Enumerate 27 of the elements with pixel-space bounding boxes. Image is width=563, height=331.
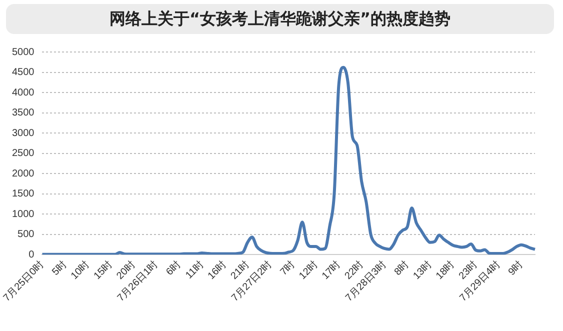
y-tick-label: 4000 [12, 87, 35, 98]
x-tick-label: 18时 [434, 258, 457, 282]
y-tick-label: 1000 [12, 208, 35, 220]
x-tick-label: 9时 [506, 258, 526, 278]
y-tick-label: 2000 [12, 168, 35, 180]
x-tick-label: 5时 [50, 258, 70, 278]
x-tick-label: 13时 [410, 258, 434, 282]
x-tick-label: 10时 [68, 258, 92, 282]
y-tick-label: 1500 [12, 188, 35, 200]
y-tick-label: 500 [18, 229, 35, 240]
x-tick-label: 16时 [205, 258, 229, 282]
x-tick-label: 11时 [183, 258, 206, 282]
x-tick-label: 6时 [164, 258, 184, 278]
line-series [40, 66, 536, 255]
y-tick-label: 5000 [12, 46, 35, 58]
x-tick-label: 15时 [91, 258, 115, 282]
y-tick-label: 2500 [12, 148, 35, 160]
y-tick-label: 3000 [12, 128, 35, 139]
x-tick-label: 7时 [278, 258, 298, 278]
x-tick-label: 8时 [392, 258, 412, 278]
x-tick-label: 17时 [319, 258, 343, 282]
x-tick-label: 7月25日0时 [0, 258, 46, 304]
x-tick-label: 12时 [296, 258, 320, 282]
y-tick-label: 0 [28, 249, 35, 260]
chart-title: 网络上关于“女孩考上清华跪谢父亲”的热度趋势 [6, 4, 554, 34]
y-tick-label: 3500 [12, 108, 35, 119]
y-tick-label: 4500 [12, 67, 35, 78]
